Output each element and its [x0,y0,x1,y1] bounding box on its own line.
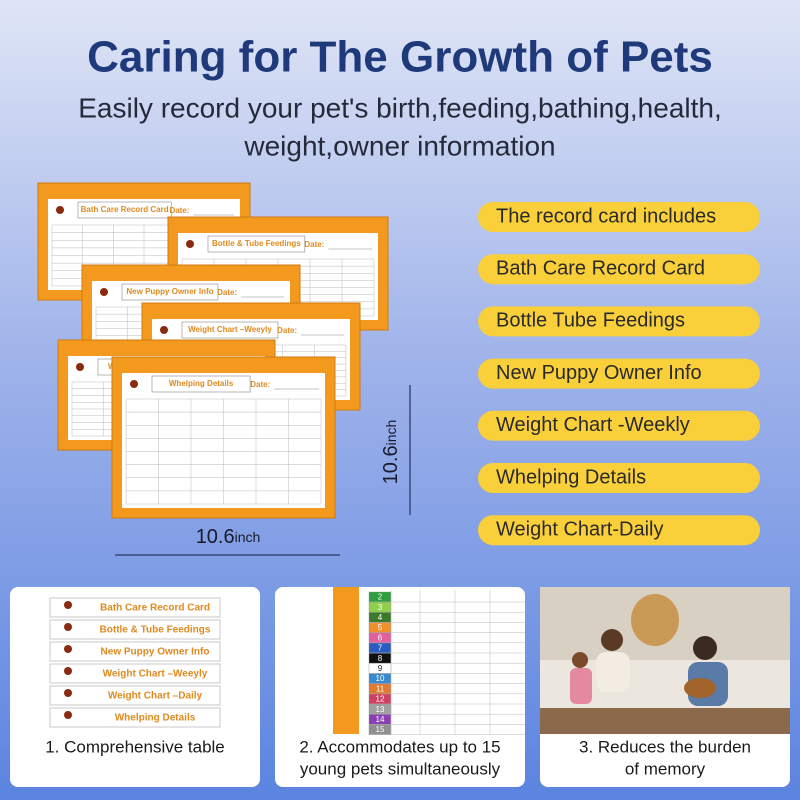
height-label: 10.6inch [380,420,402,485]
feature-text: The record card includes [496,205,716,227]
photo-floor [540,708,790,734]
row-number: 2 [378,593,383,602]
strip-title: New Puppy Owner Info [101,647,210,658]
feature-pill [478,358,760,389]
row-number: 9 [378,664,383,673]
feature-text: Bath Care Record Card [496,257,705,279]
row-number: 15 [376,725,385,734]
strip-logo [64,645,72,653]
strip-title: Weight Chart –Weeyly [103,669,208,680]
strip [49,619,221,640]
strip-logo [64,623,72,631]
feature-text: New Puppy Owner Info [496,362,702,384]
height-unit: inch [383,420,399,446]
card-date: Date: [304,240,324,249]
card-stack: Bath Care Record Card Date:Bottle & Tube … [37,182,389,519]
row-number: 13 [376,705,385,714]
width-unit: inch [235,529,261,545]
height-number: 10.6 [380,445,402,484]
row-number: 6 [378,633,383,642]
strip [49,641,221,662]
orange-edge [333,587,359,734]
feature-pill [478,463,760,493]
feature-text: Weight Chart-Daily [496,518,663,540]
feature-pill [478,202,760,232]
card-title-box [121,283,219,301]
card-title: Bath Care Record Card [81,205,169,214]
row-number: 3 [378,603,383,612]
family-photo [540,587,790,734]
card-title: New Puppy Owner Info [126,287,213,296]
card-title-box [207,235,306,253]
card-logo [160,326,168,334]
card-logo [186,240,194,248]
strip-image: Bath Care Record Card Bottle & Tube Feedi… [49,597,221,728]
card-title-box [77,201,172,219]
row-number: 10 [376,674,385,683]
row-number: 14 [376,715,385,724]
captions: 1. Comprehensive table 2. Accommodates up… [45,737,751,778]
feature-text: Bottle Tube Feedings [496,310,685,332]
photo-ukulele [684,678,716,698]
strip-title: Weight Chart –Daily [108,691,203,702]
card-date: Date: [169,206,189,215]
strip [49,707,221,728]
strip-logo [64,601,72,609]
card-logo [130,380,138,388]
feature-text: Weight Chart -Weekly [496,414,690,436]
row-number: 8 [378,654,383,663]
row-number: 12 [376,695,385,704]
photo-dog [631,594,679,646]
card-date: Date: [217,288,237,297]
subtitle: weight,owner information [243,130,555,161]
row-number: 11 [376,684,385,693]
feature-text: Whelping Details [496,466,646,488]
strip-title: Bottle & Tube Feedings [100,625,211,636]
caption: 3. Reduces the burden [579,737,751,756]
caption: of memory [625,759,706,778]
panel [275,587,525,787]
card-title: Bottle & Tube Feedings [212,239,301,248]
feature-list: The record card includes Bath Care Record… [478,202,760,546]
photo-person [596,652,630,692]
subtitle: Easily record your pet's birth,feeding,b… [78,92,722,123]
title: Caring for The Growth of Pets [87,33,713,82]
width-number: 10.6 [196,526,235,548]
photo-child [572,652,588,668]
strip [49,597,221,618]
feature-pill [478,410,760,441]
strip-logo [64,667,72,675]
strip-logo [64,711,72,719]
card-title: Weight Chart –Weeyly [188,325,272,334]
strip-logo [64,689,72,697]
card-date: Date: [277,326,297,335]
caption: 1. Comprehensive table [45,737,225,756]
strip-title: Whelping Details [115,713,196,724]
card-logo [56,206,64,214]
width-label: 10.6inch [196,526,261,548]
caption: young pets simultaneously [300,759,501,778]
card-title: Whelping Details [169,379,234,388]
card-logo [100,288,108,296]
photo-person [693,636,717,660]
strip [49,663,221,684]
photo-child [570,668,592,704]
card-title-box [181,321,279,339]
photo-person [601,629,623,651]
row-number: 7 [378,644,383,653]
card-logo [76,363,84,371]
feature-pill [478,306,760,337]
row-number: 5 [378,623,383,632]
caption: 2. Accommodates up to 15 [299,737,500,756]
card-date: Date: [250,380,270,389]
row-number: 4 [378,613,383,622]
strip [49,685,221,706]
feature-pill [478,254,760,285]
feature-pill [478,515,760,546]
card-title-box [151,375,251,393]
strip-title: Bath Care Record Card [100,603,210,614]
